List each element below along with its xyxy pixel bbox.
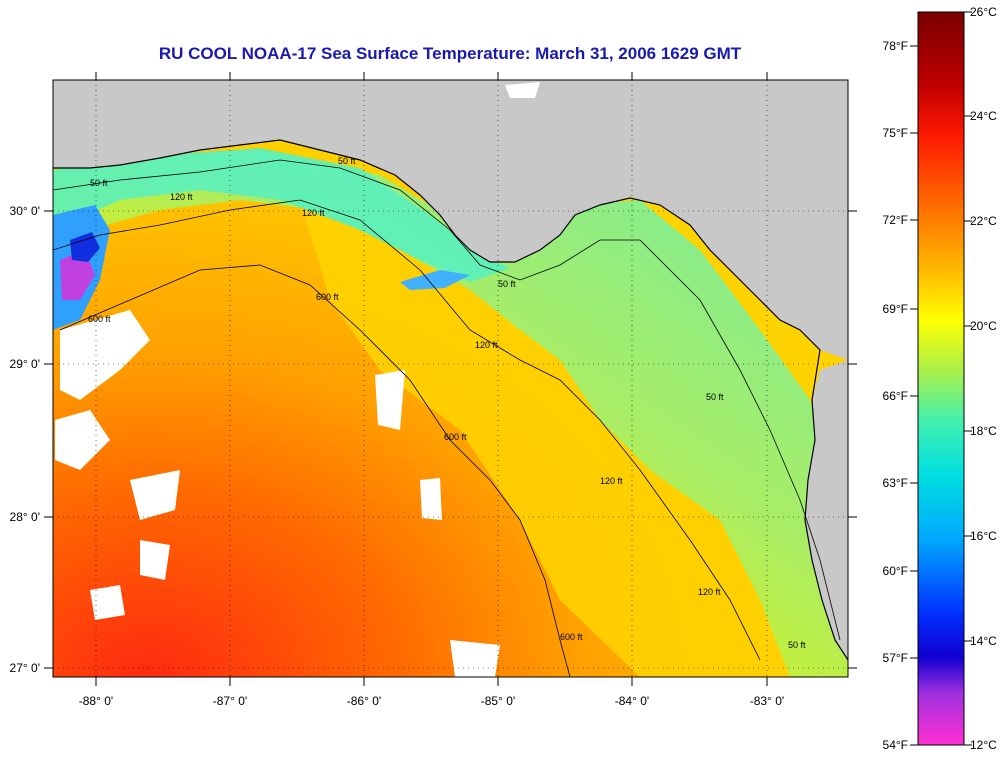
contour-label: 50 ft — [706, 392, 724, 402]
cold-patch-blue — [70, 232, 100, 262]
contour-50ft — [53, 159, 841, 641]
contour-120ft — [53, 199, 761, 661]
colorbar-c-label: 26°C — [970, 5, 997, 19]
contour-600ft — [59, 264, 571, 677]
colorbar-gradient — [917, 11, 965, 746]
lon-label: -86° 0' — [347, 694, 381, 708]
colorbar-c-label: 18°C — [970, 424, 997, 438]
latitude-labels: 30° 0' 29° 0' 28° 0' 27° 0' — [10, 204, 40, 675]
cold-patch-magenta — [60, 250, 95, 300]
colorbar-c-label: 22°C — [970, 214, 997, 228]
lon-label: -83° 0' — [750, 694, 784, 708]
lon-label: -87° 0' — [213, 694, 247, 708]
lon-label: -85° 0' — [481, 694, 515, 708]
colorbar-f-label: 72°F — [883, 213, 908, 227]
contour-label: 50 ft — [90, 178, 108, 188]
land-northern-gulf-coast — [53, 80, 848, 360]
colorbar-f-label: 57°F — [883, 651, 908, 665]
colorbar-f-label: 69°F — [883, 302, 908, 316]
lon-label: -84° 0' — [615, 694, 649, 708]
contour-label: 600 ft — [88, 314, 111, 324]
colorbar-f-label: 54°F — [883, 738, 908, 752]
contour-label: 50 ft — [498, 279, 516, 289]
colorbar-f-label: 66°F — [883, 389, 908, 403]
colorbar-c-label: 24°C — [970, 109, 997, 123]
contour-label: 50 ft — [338, 156, 356, 166]
colorbar-f-label: 60°F — [883, 564, 908, 578]
colorbar: 78°F 75°F 72°F 69°F 66°F 63°F 60°F 57°F … — [883, 5, 998, 752]
bathymetry-contours — [53, 159, 841, 677]
land-florida-peninsula — [805, 360, 848, 660]
colorbar-c-label: 14°C — [970, 634, 997, 648]
map-ticks — [44, 72, 857, 686]
map-area — [53, 80, 848, 677]
lon-label: -88° 0' — [79, 694, 113, 708]
map-title: RU COOL NOAA-17 Sea Surface Temperature:… — [158, 44, 742, 63]
contour-label: 120 ft — [698, 587, 721, 597]
lat-label: 28° 0' — [10, 510, 40, 524]
lat-label: 27° 0' — [10, 661, 40, 675]
contour-label: 120 ft — [170, 192, 193, 202]
colorbar-f-label: 63°F — [883, 476, 908, 490]
colorbar-c-label: 16°C — [970, 529, 997, 543]
colorbar-f-label: 75°F — [883, 126, 908, 140]
colorbar-f-label: 78°F — [883, 39, 908, 53]
lat-label: 30° 0' — [10, 204, 40, 218]
cold-patch-small — [400, 270, 470, 290]
contour-label: 120 ft — [475, 340, 498, 350]
map-frame — [52, 79, 849, 678]
colorbar-c-label: 12°C — [970, 738, 997, 752]
colorbar-c-label: 20°C — [970, 319, 997, 333]
shelf-water — [53, 150, 848, 677]
contour-label: 50 ft — [788, 640, 806, 650]
fahrenheit-labels: 78°F 75°F 72°F 69°F 66°F 63°F 60°F 57°F … — [883, 39, 908, 752]
longitude-labels: -88° 0' -87° 0' -86° 0' -85° 0' -84° 0' … — [79, 694, 784, 708]
colorbar-ticks — [910, 11, 972, 746]
contour-label: 600 ft — [560, 632, 583, 642]
contour-label: 120 ft — [600, 476, 623, 486]
celsius-labels: 26°C 24°C 22°C 20°C 18°C 16°C 14°C 12°C — [970, 5, 997, 752]
contour-label: 120 ft — [302, 208, 325, 218]
contour-label-group: 50 ft 120 ft 600 ft 50 ft 120 ft 600 ft … — [88, 156, 806, 650]
contour-label: 600 ft — [444, 432, 467, 442]
coastline — [53, 139, 848, 661]
cyan-coastal-water — [53, 148, 510, 282]
contour-label: 600 ft — [316, 292, 339, 302]
lat-label: 29° 0' — [10, 357, 40, 371]
